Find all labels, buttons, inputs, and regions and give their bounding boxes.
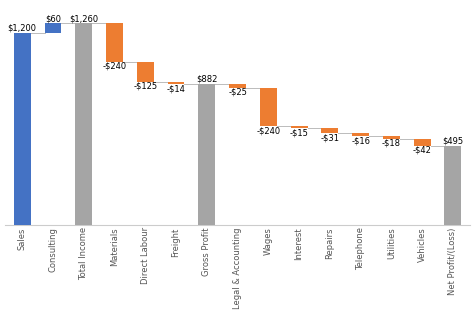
Text: -$14: -$14	[166, 84, 185, 93]
Text: $495: $495	[442, 136, 464, 145]
Bar	[168, 82, 184, 84]
Text: $882: $882	[196, 74, 218, 83]
Bar	[291, 126, 308, 128]
Bar	[260, 88, 277, 126]
Text: -$25: -$25	[228, 88, 247, 97]
Bar	[445, 146, 461, 224]
Bar	[106, 23, 123, 62]
Bar	[414, 139, 430, 146]
Bar	[321, 128, 338, 133]
Text: -$240: -$240	[256, 126, 281, 135]
Text: -$31: -$31	[320, 134, 339, 142]
Text: $60: $60	[45, 14, 61, 23]
Text: $1,260: $1,260	[69, 14, 98, 23]
Bar	[229, 84, 246, 88]
Bar	[14, 33, 31, 224]
Text: -$15: -$15	[290, 129, 309, 138]
Bar	[75, 23, 92, 224]
Bar	[352, 133, 369, 136]
Text: -$42: -$42	[413, 146, 432, 155]
Bar	[198, 84, 215, 224]
Text: -$16: -$16	[351, 136, 370, 145]
Bar	[137, 62, 154, 82]
Text: $1,200: $1,200	[8, 23, 36, 33]
Text: -$125: -$125	[133, 82, 157, 91]
Text: -$18: -$18	[382, 139, 401, 148]
Bar	[45, 23, 62, 33]
Bar	[383, 136, 400, 139]
Text: -$240: -$240	[102, 62, 127, 71]
